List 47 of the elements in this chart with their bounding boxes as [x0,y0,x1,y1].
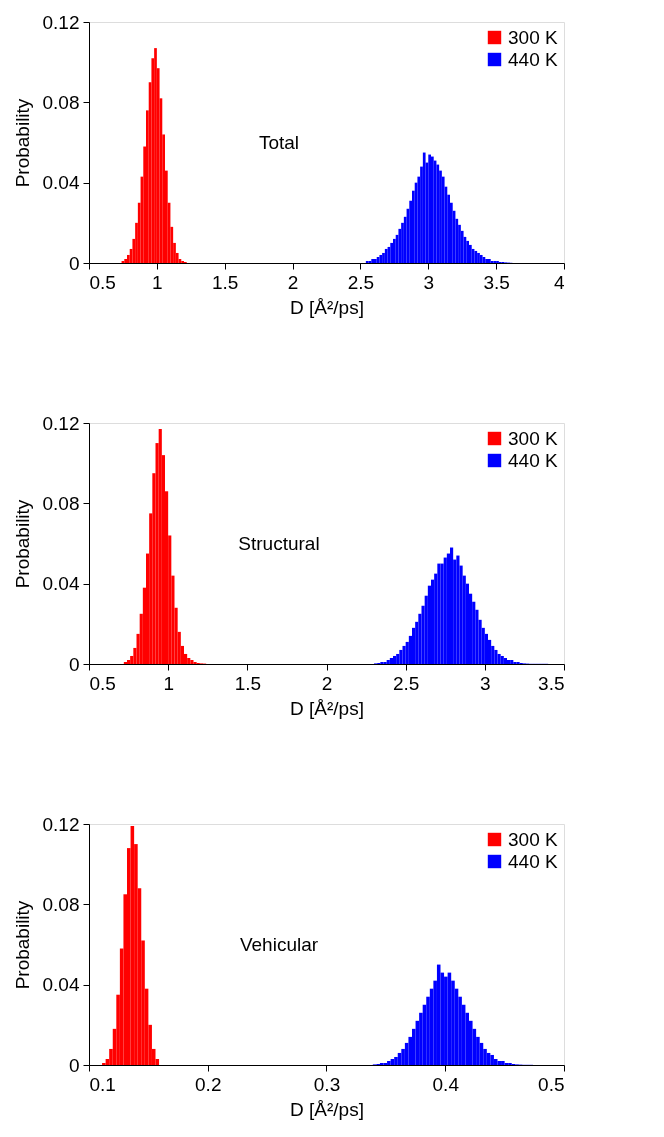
x-tick-label: 3 [423,271,435,293]
y-tick-label: 0.08 [42,91,80,113]
y-tick-label: 0.12 [42,813,80,835]
annotation: Vehicular [239,933,319,955]
y-tick-label: 0 [68,1054,80,1076]
legend-label: 300 K [508,26,558,48]
x-tick-label: 1 [163,672,174,694]
x-tick-label: 1.5 [212,271,239,293]
x-axis-title: D [Å²/ps] [290,697,364,719]
x-tick-label: 0.5 [538,1073,565,1095]
annotation: Total [258,131,300,153]
legend-label: 440 K [508,850,558,872]
x-tick-label: 0.5 [89,672,116,694]
legend-label: 300 K [508,828,558,850]
y-axis-title: Probability [11,900,33,990]
x-tick-label: 2.5 [392,672,420,694]
annotation: Structural [238,532,320,554]
legend-label: 440 K [508,449,558,471]
y-tick-label: 0.12 [42,412,80,434]
x-tick-label: 3.5 [483,271,510,293]
x-tick-label: 0.5 [89,271,116,293]
y-axis-title: Probability [11,98,33,188]
x-axis-title: D [Å²/ps] [290,296,364,318]
y-tick-label: 0.04 [42,172,80,194]
y-tick-label: 0 [68,252,80,274]
y-tick-label: 0 [68,653,80,675]
x-tick-label: 2 [287,271,299,293]
y-tick-label: 0.04 [42,974,80,996]
legend-label: 440 K [508,48,558,70]
y-tick-label: 0.08 [42,492,80,514]
y-tick-label: 0.12 [42,11,80,33]
y-axis-title: Probability [11,499,33,589]
x-tick-label: 1 [152,271,163,293]
y-tick-label: 0.04 [42,573,80,595]
x-tick-label: 2.5 [347,271,375,293]
x-tick-label: 1.5 [234,672,262,694]
y-tick-label: 0.08 [42,893,80,915]
x-tick-label: 2 [321,672,333,694]
x-axis-title: D [Å²/ps] [290,1098,364,1120]
x-tick-label: 0.3 [313,1073,341,1095]
x-tick-label: 3 [480,672,491,694]
x-tick-label: 0.4 [432,1073,460,1095]
x-tick-label: 0.1 [89,1073,116,1095]
x-tick-label: 0.2 [195,1073,222,1095]
x-tick-label: 4 [553,271,565,293]
x-tick-label: 3.5 [538,672,565,694]
legend-label: 300 K [508,427,558,449]
